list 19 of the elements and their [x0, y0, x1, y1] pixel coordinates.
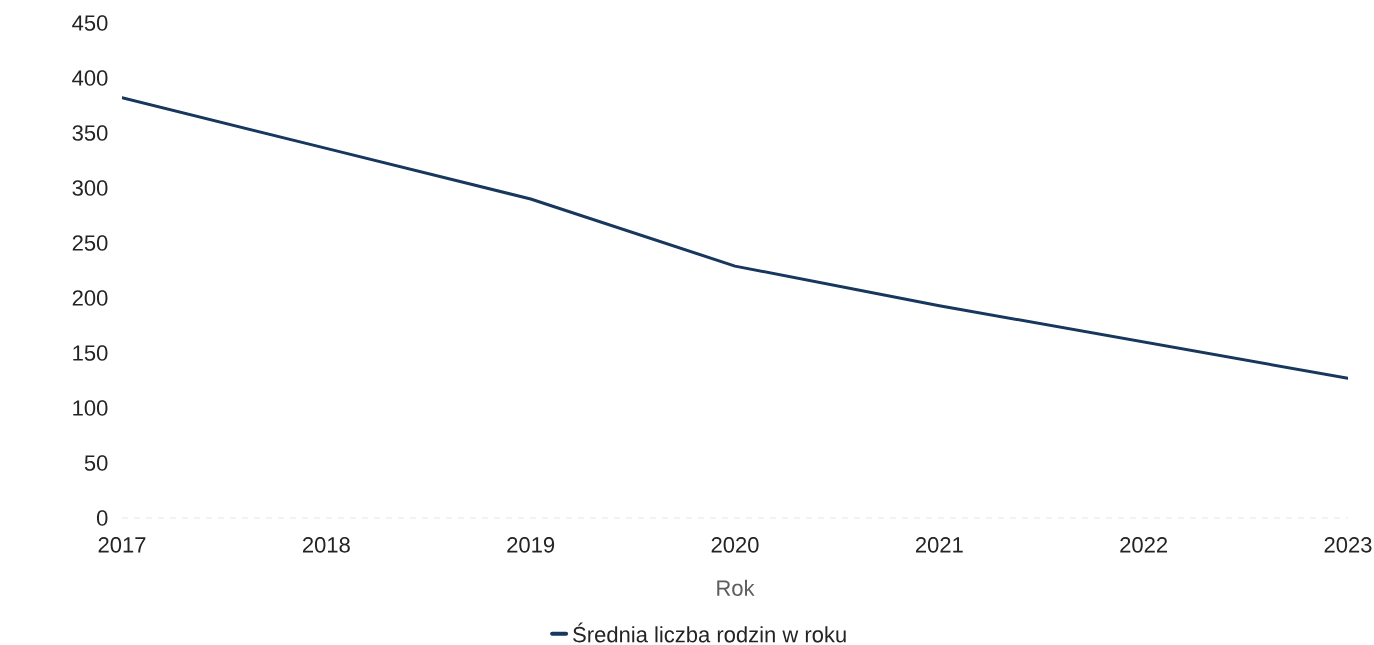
y-tick-label: 100 — [73, 400, 108, 416]
y-tick-label: 250 — [72, 235, 108, 251]
x-tick-label: 2021 — [915, 537, 963, 553]
x-tick-label: 2019 — [507, 537, 555, 553]
x-tick-label: 2023 — [1324, 537, 1372, 553]
x-tick-label: 2017 — [98, 537, 146, 553]
legend-label: Średnia liczba rodzin w roku — [573, 622, 846, 643]
y-tick-label: 0 — [96, 510, 108, 526]
y-tick-label: 450 — [72, 15, 108, 31]
x-tick-label: 2020 — [711, 537, 759, 553]
x-axis-title: Rok — [717, 579, 755, 596]
y-tick-label: 300 — [72, 180, 108, 196]
x-tick-label: 2018 — [302, 537, 350, 553]
x-tick-label: 2022 — [1120, 537, 1168, 553]
y-tick-label: 50 — [84, 455, 108, 471]
y-tick-label: 400 — [72, 70, 108, 86]
y-tick-label: 350 — [72, 125, 108, 141]
y-tick-label: 150 — [73, 345, 108, 361]
y-tick-label: 200 — [72, 290, 108, 306]
